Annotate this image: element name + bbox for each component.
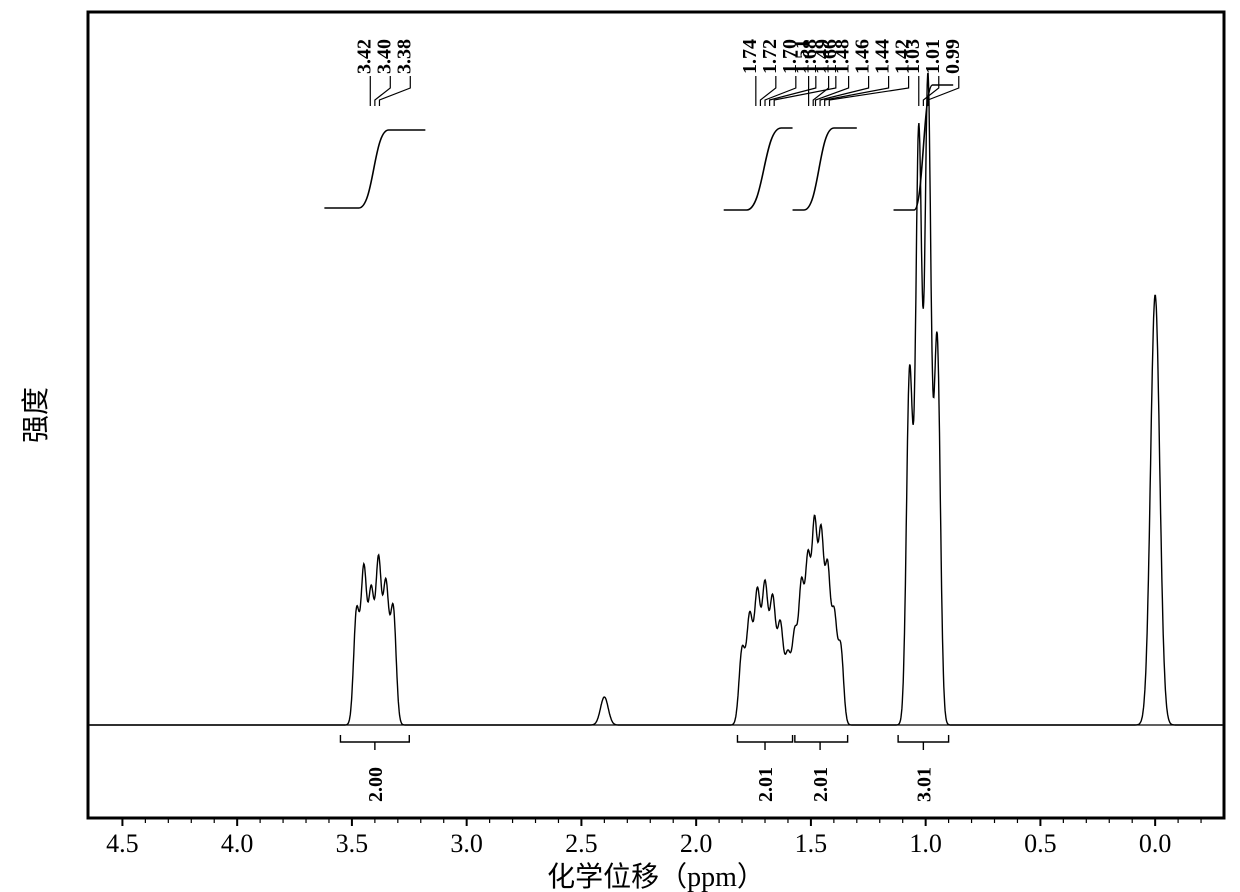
peak-label: 3.42 xyxy=(353,39,375,74)
integral-bracket xyxy=(898,735,948,742)
x-tick-label: 1.0 xyxy=(909,829,942,858)
nmr-spectrum-container: 4.5 4.0 3.5 3.0 2.5 2.0 1.5 1.0 0.5 0.0 化学位移（ppm） 强… xyxy=(0,0,1240,892)
nmr-spectrum-svg: 4.5 4.0 3.5 3.0 2.5 2.0 1.5 1.0 0.5 0.0 化学位移（ppm） 强… xyxy=(0,0,1240,892)
x-tick-label: 2.5 xyxy=(565,829,598,858)
plot-frame xyxy=(88,12,1224,818)
peak-leader-line xyxy=(923,76,938,106)
integral-bracket xyxy=(795,735,848,742)
peak-leader-line xyxy=(760,76,775,106)
peak-label: 1.03 xyxy=(902,39,924,74)
peak-label: 1.01 xyxy=(922,39,944,74)
integral-bracket xyxy=(737,735,792,742)
integral-label: 2.00 xyxy=(365,767,387,802)
x-tick-label: 3.5 xyxy=(336,829,369,858)
peak-label: 1.48 xyxy=(832,39,854,74)
peak-label: 1.72 xyxy=(759,39,781,74)
x-tick-label: 4.5 xyxy=(106,829,139,858)
peak-label: 1.51 xyxy=(792,39,814,74)
peak-label: 1.44 xyxy=(872,39,894,74)
x-tick-label: 3.0 xyxy=(450,829,483,858)
spectrum-trace xyxy=(88,73,1224,725)
x-axis-label: 化学位移（ppm） xyxy=(547,861,765,892)
peak-leader-line xyxy=(379,76,410,106)
x-tick-label: 1.5 xyxy=(795,829,828,858)
integral-label: 2.01 xyxy=(755,767,777,802)
peak-leader-line xyxy=(820,76,869,106)
integral-label: 2.01 xyxy=(810,767,832,802)
x-tick-label: 0.0 xyxy=(1139,829,1172,858)
peak-label: 1.46 xyxy=(852,39,874,74)
integral-curve xyxy=(324,130,425,208)
integral-label: 3.01 xyxy=(913,767,935,802)
x-tick-label: 2.0 xyxy=(680,829,713,858)
peak-label: 3.40 xyxy=(373,39,395,74)
x-tick-label: 4.0 xyxy=(221,829,254,858)
peak-label: 1.49 xyxy=(812,39,834,74)
peak-leader-line xyxy=(928,76,959,106)
integral-curve xyxy=(793,128,857,210)
x-tick-label: 0.5 xyxy=(1024,829,1057,858)
peak-leader-line xyxy=(375,76,390,106)
integral-curve xyxy=(724,128,793,210)
peak-label: 3.38 xyxy=(393,39,415,74)
y-axis-label: 强度 xyxy=(20,387,52,443)
peak-label: 0.99 xyxy=(942,39,964,74)
integral-bracket xyxy=(340,735,409,742)
peak-label: 1.74 xyxy=(739,39,761,74)
